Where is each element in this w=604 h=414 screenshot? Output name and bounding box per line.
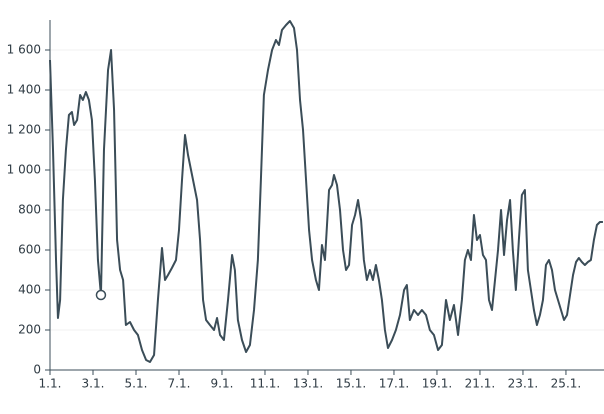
- x-tick-label: 7.1.: [168, 377, 191, 391]
- x-tick-label: 3.1.: [82, 377, 105, 391]
- x-tick-label: 21.1.: [465, 377, 496, 391]
- y-tick-label: 0: [33, 363, 41, 377]
- x-tick-label: 19.1.: [422, 377, 453, 391]
- x-tick-label: 1.1.: [39, 377, 62, 391]
- x-tick-label: 23.1.: [508, 377, 539, 391]
- x-tick-label: 13.1.: [293, 377, 324, 391]
- data-line: [49, 20, 603, 363]
- x-tick-label: 17.1.: [379, 377, 410, 391]
- x-tick-label: 9.1.: [211, 377, 234, 391]
- y-tick-label: 1 600: [7, 43, 41, 57]
- y-tick-label: 400: [18, 283, 41, 297]
- y-tick-label: 200: [18, 323, 41, 337]
- y-tick-label: 1 400: [7, 83, 41, 97]
- x-tick-label: 11.1.: [250, 377, 281, 391]
- y-tick-label: 800: [18, 203, 41, 217]
- x-tick-label: 5.1.: [125, 377, 148, 391]
- y-tick-label: 1 200: [7, 123, 41, 137]
- x-tick-label: 25.1.: [551, 377, 582, 391]
- y-tick-label: 600: [18, 243, 41, 257]
- y-tick-label: 1 000: [7, 163, 41, 177]
- x-tick-label: 15.1.: [336, 377, 367, 391]
- hover-marker: [95, 289, 107, 301]
